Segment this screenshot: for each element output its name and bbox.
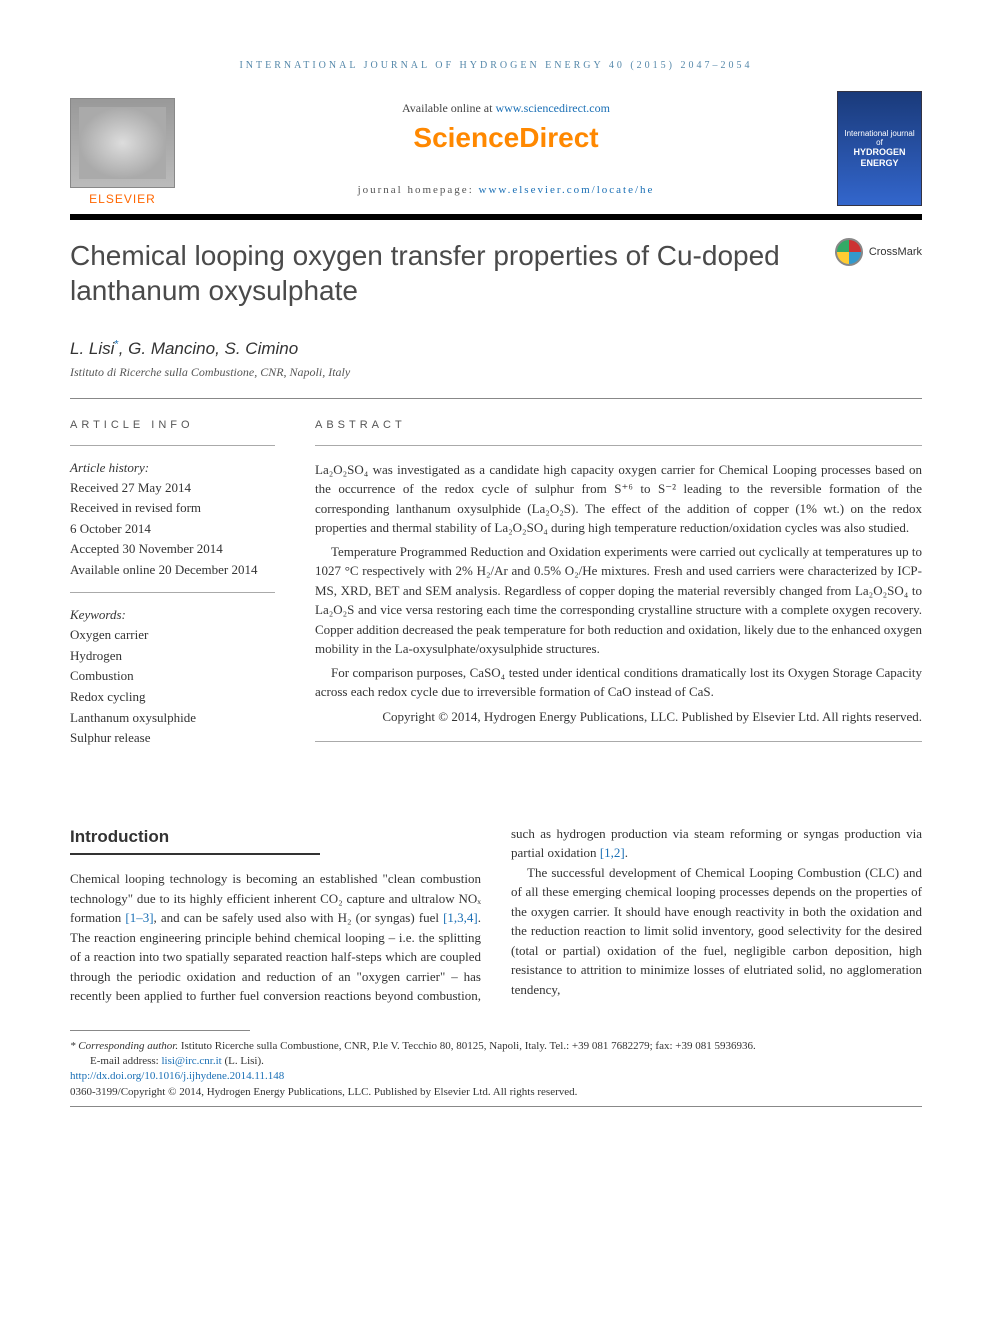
keyword-5: Lanthanum oxysulphide [70,709,275,727]
email-label: E-mail address: [90,1055,161,1067]
keywords-label: Keywords: [70,607,275,623]
introduction-heading: Introduction [70,824,481,850]
journal-homepage-line: journal homepage: www.elsevier.com/locat… [190,184,822,196]
corresponding-author-note: * Corresponding author. Istituto Ricerch… [70,1039,922,1054]
title-block: Chemical looping oxygen transfer propert… [70,220,922,314]
email-line: E-mail address: lisi@irc.cnr.it (L. Lisi… [70,1054,922,1069]
introduction-rule [70,853,320,855]
elsevier-tree-icon [70,98,175,188]
online-date: Available online 20 December 2014 [70,561,275,579]
ref-link-1[interactable]: [1–3] [125,910,153,925]
journal-home-prefix: journal homepage: [358,184,479,196]
ref-link-2[interactable]: [1,3,4] [443,910,478,925]
intro-para-2: The successful development of Chemical L… [511,863,922,1000]
crossmark-icon [835,238,863,266]
issn-copyright: 0360-3199/Copyright © 2014, Hydrogen Ene… [70,1085,922,1100]
sciencedirect-url-link[interactable]: www.sciencedirect.com [495,101,610,115]
header-center: Available online at www.sciencedirect.co… [190,91,822,196]
journal-cover-thumbnail[interactable]: International journal of HYDROGEN ENERGY [837,91,922,206]
journal-homepage-link[interactable]: www.elsevier.com/locate/he [479,184,655,196]
accepted-date: Accepted 30 November 2014 [70,540,275,558]
keyword-6: Sulphur release [70,729,275,747]
body-two-column: Introduction Chemical looping technology… [70,824,922,1006]
info-abstract-row: ARTICLE INFO Article history: Received 2… [70,399,922,784]
revised-line1: Received in revised form [70,499,275,517]
corr-text: Istituto Ricerche sulla Combustione, CNR… [178,1040,756,1052]
publisher-header: ELSEVIER Available online at www.science… [70,91,922,206]
history-label: Article history: [70,460,275,476]
keyword-2: Hydrogen [70,647,275,665]
abstract-top-rule [315,445,922,446]
email-suffix: (L. Lisi). [222,1055,264,1067]
abstract-block: ABSTRACT La₂O₂SO₄ was investigated as a … [315,419,922,756]
keyword-1: Oxygen carrier [70,626,275,644]
abstract-copyright: Copyright © 2014, Hydrogen Energy Public… [315,708,922,727]
info-divider-1 [70,445,275,446]
abstract-p1: La₂O₂SO₄ was investigated as a candidate… [315,460,922,538]
affiliation: Istituto di Ricerche sulla Combustione, … [70,365,922,380]
cover-line3: ENERGY [860,158,898,169]
intro-p1b: , and can be safely used also with H₂ (o… [154,910,444,925]
corr-label: * Corresponding author. [70,1040,178,1052]
available-online-line: Available online at www.sciencedirect.co… [190,101,822,116]
abstract-bottom-rule [315,741,922,742]
ref-link-3[interactable]: [1,2] [600,845,625,860]
footer-bottom-rule [70,1106,922,1107]
email-link[interactable]: lisi@irc.cnr.it [161,1055,221,1067]
crossmark-label: CrossMark [869,246,922,258]
doi-line: http://dx.doi.org/10.1016/j.ijhydene.201… [70,1069,922,1084]
abstract-p3: For comparison purposes, CaSO₄ tested un… [315,663,922,702]
sciencedirect-logo[interactable]: ScienceDirect [190,122,822,154]
received-date: Received 27 May 2014 [70,479,275,497]
keyword-3: Combustion [70,667,275,685]
footnote-rule [70,1030,250,1031]
spacer [70,784,922,824]
available-prefix: Available online at [402,101,495,115]
authors-text: L. Lisi*, G. Mancino, S. Cimino [70,339,298,358]
article-info-heading: ARTICLE INFO [70,419,275,431]
abstract-p2: Temperature Programmed Reduction and Oxi… [315,542,922,659]
info-divider-2 [70,592,275,593]
article-info-block: ARTICLE INFO Article history: Received 2… [70,419,275,756]
elsevier-wordmark: ELSEVIER [89,192,156,206]
keyword-4: Redox cycling [70,688,275,706]
elsevier-logo[interactable]: ELSEVIER [70,91,175,206]
running-header: INTERNATIONAL JOURNAL OF HYDROGEN ENERGY… [70,60,922,71]
page-container: INTERNATIONAL JOURNAL OF HYDROGEN ENERGY… [0,0,992,1153]
intro-p1e: . [625,845,628,860]
doi-link[interactable]: http://dx.doi.org/10.1016/j.ijhydene.201… [70,1070,284,1082]
article-title: Chemical looping oxygen transfer propert… [70,238,835,308]
cover-line2: HYDROGEN [853,147,905,158]
authors-line: L. Lisi*, G. Mancino, S. Cimino [70,338,922,359]
crossmark-badge[interactable]: CrossMark [835,238,922,266]
abstract-heading: ABSTRACT [315,419,922,431]
cover-line1: International journal of [842,129,917,147]
revised-line2: 6 October 2014 [70,520,275,538]
